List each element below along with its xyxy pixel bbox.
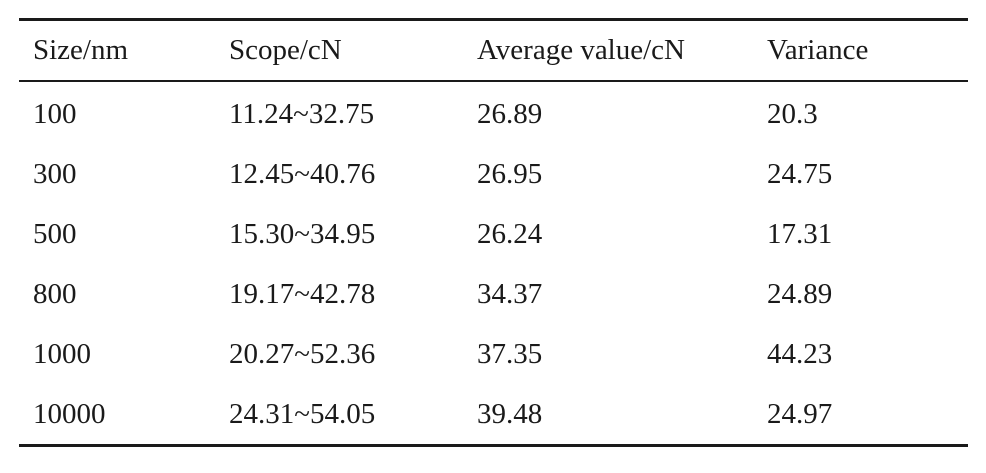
- cell-average-value: 26.95: [477, 157, 543, 190]
- data-table-container: Size/nm Scope/cN Average value/cN Varian…: [19, 18, 968, 447]
- cell-scope: 19.17~42.78: [229, 277, 376, 310]
- cell-size: 1000: [33, 337, 91, 370]
- cell-scope: 15.30~34.95: [229, 217, 376, 250]
- cell-average-value: 26.24: [477, 217, 543, 250]
- header-scope: Scope/cN: [229, 34, 342, 66]
- table-row: 100 11.24~32.75 26.89 20.3: [19, 81, 968, 144]
- cell-scope: 20.27~52.36: [229, 337, 376, 370]
- table-header: Size/nm Scope/cN Average value/cN Varian…: [19, 19, 968, 81]
- cell-variance: 24.89: [767, 277, 833, 310]
- cell-scope: 11.24~32.75: [229, 97, 375, 130]
- table-row: 10000 24.31~54.05 39.48 24.97: [19, 384, 968, 446]
- cell-size: 100: [33, 97, 77, 130]
- cell-size: 800: [33, 277, 77, 310]
- data-table: Size/nm Scope/cN Average value/cN Varian…: [19, 18, 968, 447]
- table-row: 1000 20.27~52.36 37.35 44.23: [19, 324, 968, 384]
- cell-scope: 24.31~54.05: [229, 397, 376, 430]
- table-body: 100 11.24~32.75 26.89 20.3 300 12.45~40.…: [19, 81, 968, 446]
- cell-size: 10000: [33, 397, 106, 430]
- header-row: Size/nm Scope/cN Average value/cN Varian…: [19, 19, 968, 81]
- cell-variance: 24.97: [767, 397, 833, 430]
- cell-size: 500: [33, 217, 77, 250]
- table-row: 300 12.45~40.76 26.95 24.75: [19, 144, 968, 204]
- cell-variance: 24.75: [767, 157, 833, 190]
- cell-scope: 12.45~40.76: [229, 157, 376, 190]
- cell-average-value: 39.48: [477, 397, 543, 430]
- header-average-value: Average value/cN: [477, 34, 685, 66]
- header-size: Size/nm: [33, 34, 129, 66]
- cell-average-value: 37.35: [477, 337, 543, 370]
- cell-variance: 44.23: [767, 337, 833, 370]
- cell-variance: 20.3: [767, 97, 818, 130]
- cell-average-value: 34.37: [477, 277, 543, 310]
- table-row: 800 19.17~42.78 34.37 24.89: [19, 264, 968, 324]
- cell-variance: 17.31: [767, 217, 833, 250]
- cell-size: 300: [33, 157, 77, 190]
- cell-average-value: 26.89: [477, 97, 543, 130]
- table-row: 500 15.30~34.95 26.24 17.31: [19, 204, 968, 264]
- header-variance: Variance: [767, 34, 869, 66]
